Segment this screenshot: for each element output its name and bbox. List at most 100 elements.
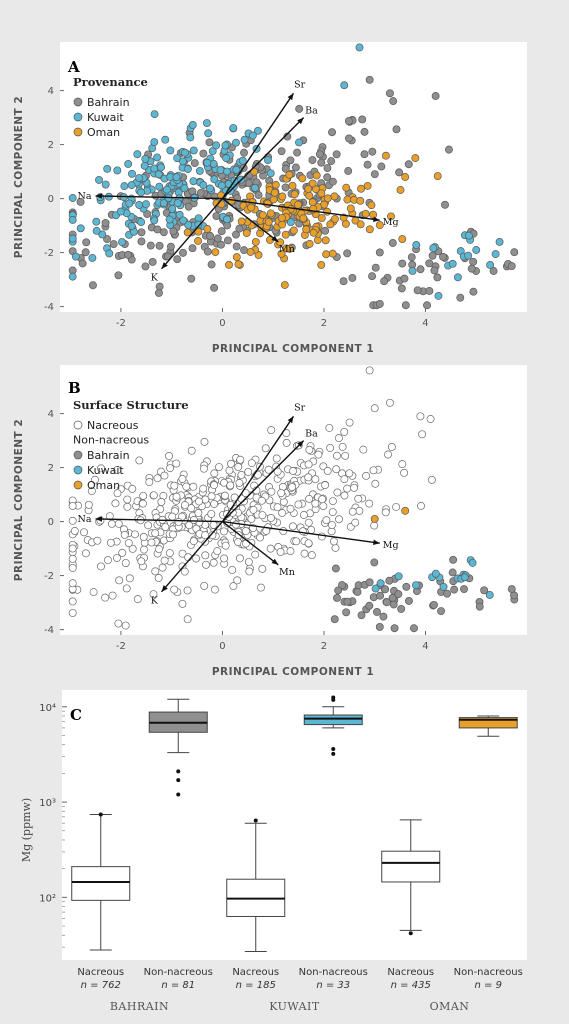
data-point bbox=[400, 274, 409, 283]
data-point bbox=[363, 160, 372, 169]
data-point bbox=[165, 451, 173, 460]
arrow-head bbox=[161, 262, 168, 269]
data-point bbox=[281, 230, 290, 239]
data-point bbox=[213, 547, 222, 556]
y-tick-label: 0 bbox=[48, 194, 54, 205]
data-point bbox=[437, 607, 445, 616]
data-point bbox=[395, 168, 404, 177]
data-point bbox=[106, 538, 115, 547]
x-tick-label: 0 bbox=[219, 641, 225, 652]
data-point bbox=[433, 172, 442, 180]
data-point bbox=[464, 251, 473, 260]
loading-arrows: Na Sr Ba Mg Mn K bbox=[78, 403, 399, 607]
data-point bbox=[365, 366, 374, 375]
x-tick-label: 4 bbox=[422, 641, 428, 652]
data-point bbox=[277, 249, 286, 258]
data-point bbox=[343, 195, 352, 204]
data-point bbox=[322, 250, 331, 259]
y-tick-labels: -4 -2 0 2 4 bbox=[44, 86, 54, 313]
data-point bbox=[226, 481, 235, 490]
data-point bbox=[448, 568, 457, 577]
data-point bbox=[340, 427, 349, 436]
data-point bbox=[480, 586, 489, 595]
data-point bbox=[448, 259, 457, 268]
data-point bbox=[68, 579, 77, 588]
data-point bbox=[368, 147, 377, 156]
data-point bbox=[140, 161, 149, 170]
data-point bbox=[304, 518, 313, 527]
data-point bbox=[157, 498, 166, 506]
data-point bbox=[389, 600, 398, 609]
data-point bbox=[199, 464, 208, 473]
data-point bbox=[203, 247, 212, 256]
data-point bbox=[298, 174, 307, 183]
data-point bbox=[358, 115, 367, 124]
data-point bbox=[209, 558, 218, 567]
data-point bbox=[304, 539, 313, 548]
data-point bbox=[385, 398, 394, 407]
data-point bbox=[286, 547, 295, 556]
data-point bbox=[317, 214, 326, 223]
loading-arrow bbox=[222, 520, 380, 544]
data-point bbox=[181, 501, 189, 510]
data-point bbox=[304, 460, 313, 469]
data-point bbox=[208, 531, 217, 540]
data-point bbox=[187, 274, 196, 283]
data-point bbox=[299, 511, 308, 519]
data-point bbox=[360, 127, 369, 136]
legend-marker bbox=[73, 112, 83, 122]
data-point bbox=[199, 149, 208, 158]
data-point bbox=[299, 214, 308, 223]
data-point bbox=[178, 475, 187, 483]
x-tick-label: -2 bbox=[116, 641, 126, 652]
group-label: BAHRAIN bbox=[110, 1000, 169, 1013]
data-point bbox=[401, 506, 410, 515]
data-point bbox=[172, 459, 181, 468]
data-point bbox=[202, 119, 211, 127]
legend-label: Kuwait bbox=[87, 111, 124, 124]
outlier-point bbox=[98, 812, 103, 817]
panel-letter: B bbox=[68, 379, 81, 397]
data-point bbox=[278, 509, 287, 517]
data-point bbox=[365, 499, 374, 508]
data-point bbox=[222, 154, 231, 163]
data-point bbox=[429, 244, 438, 253]
data-point bbox=[318, 495, 327, 504]
data-point bbox=[381, 585, 390, 594]
data-point bbox=[137, 557, 146, 566]
x-axis-label: PRINCIPAL COMPONENT 1 bbox=[212, 666, 374, 678]
data-point bbox=[285, 170, 294, 179]
data-point bbox=[173, 255, 182, 264]
data-point bbox=[216, 166, 225, 174]
data-point bbox=[111, 499, 120, 508]
data-point bbox=[413, 286, 422, 295]
loading-arrow bbox=[221, 440, 305, 523]
data-point bbox=[398, 460, 407, 469]
legend-label: Bahrain bbox=[87, 96, 130, 109]
data-point bbox=[194, 236, 202, 245]
data-point bbox=[240, 148, 248, 157]
data-point bbox=[173, 199, 182, 208]
data-point bbox=[76, 224, 85, 233]
data-point bbox=[370, 404, 379, 413]
data-point bbox=[430, 600, 438, 609]
data-point bbox=[211, 585, 219, 594]
data-point bbox=[241, 527, 250, 536]
data-point bbox=[127, 181, 136, 190]
data-point bbox=[332, 465, 341, 474]
data-point bbox=[387, 212, 395, 221]
data-point bbox=[233, 576, 242, 585]
data-point bbox=[433, 273, 442, 282]
data-point bbox=[381, 151, 390, 160]
y-tick-label: 4 bbox=[48, 86, 54, 97]
data-point bbox=[294, 500, 303, 509]
data-point bbox=[189, 177, 198, 186]
data-point bbox=[124, 539, 133, 547]
loading-arrow bbox=[160, 521, 223, 593]
loading-label: Na bbox=[78, 514, 92, 525]
legend-marker bbox=[73, 450, 83, 460]
data-point bbox=[251, 550, 260, 559]
data-point bbox=[335, 515, 343, 524]
data-point bbox=[361, 209, 370, 218]
data-point bbox=[267, 487, 276, 496]
